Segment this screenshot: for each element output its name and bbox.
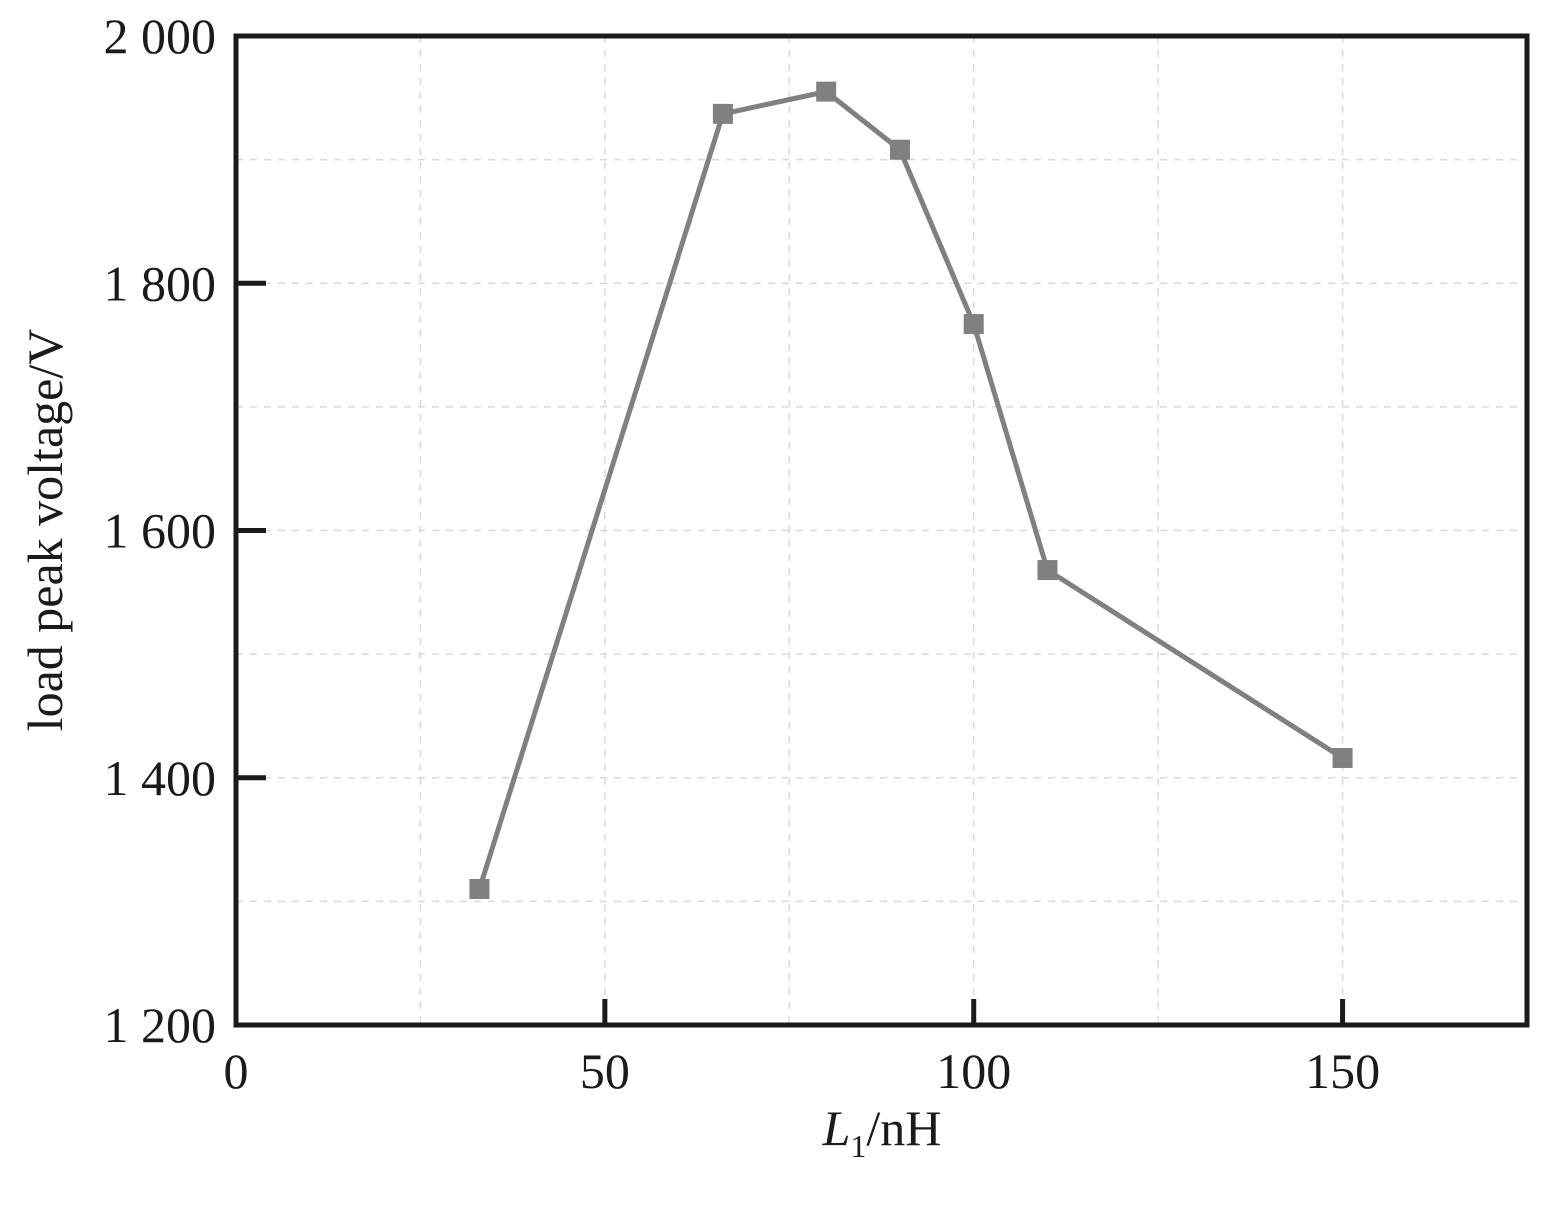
ticks: 0 50 100 150 1 200 1 400 1 600 1 800 2 000: [104, 8, 1381, 1099]
data-point-marker: [712, 103, 733, 124]
series-layer: [469, 81, 1353, 900]
x-axis-title-symbol: L: [822, 1100, 851, 1156]
data-point-marker: [1037, 560, 1058, 581]
grid: [236, 36, 1527, 1025]
y-axis-title: load peak voltage/V: [17, 329, 73, 732]
x-tick-label: 50: [580, 1043, 630, 1099]
data-point-marker: [816, 81, 837, 102]
x-tick-label: 150: [1305, 1043, 1380, 1099]
y-tick-label: 1 800: [104, 255, 217, 311]
x-axis-title-unit: /nH: [866, 1100, 941, 1156]
data-point-marker: [963, 314, 984, 335]
x-axis-title: L1/nH: [822, 1100, 942, 1164]
data-point-marker: [889, 139, 910, 160]
x-tick-label: 0: [224, 1043, 249, 1099]
y-tick-label: 1 400: [104, 750, 217, 806]
series-line: [477, 89, 1344, 890]
data-point-marker: [1332, 747, 1353, 768]
x-tick-label: 100: [936, 1043, 1011, 1099]
data-point-marker: [469, 879, 490, 900]
x-axis-title-subscript: 1: [850, 1128, 866, 1164]
y-tick-label: 1 200: [104, 997, 217, 1053]
y-tick-label: 2 000: [104, 8, 217, 64]
y-tick-label: 1 600: [104, 503, 217, 559]
